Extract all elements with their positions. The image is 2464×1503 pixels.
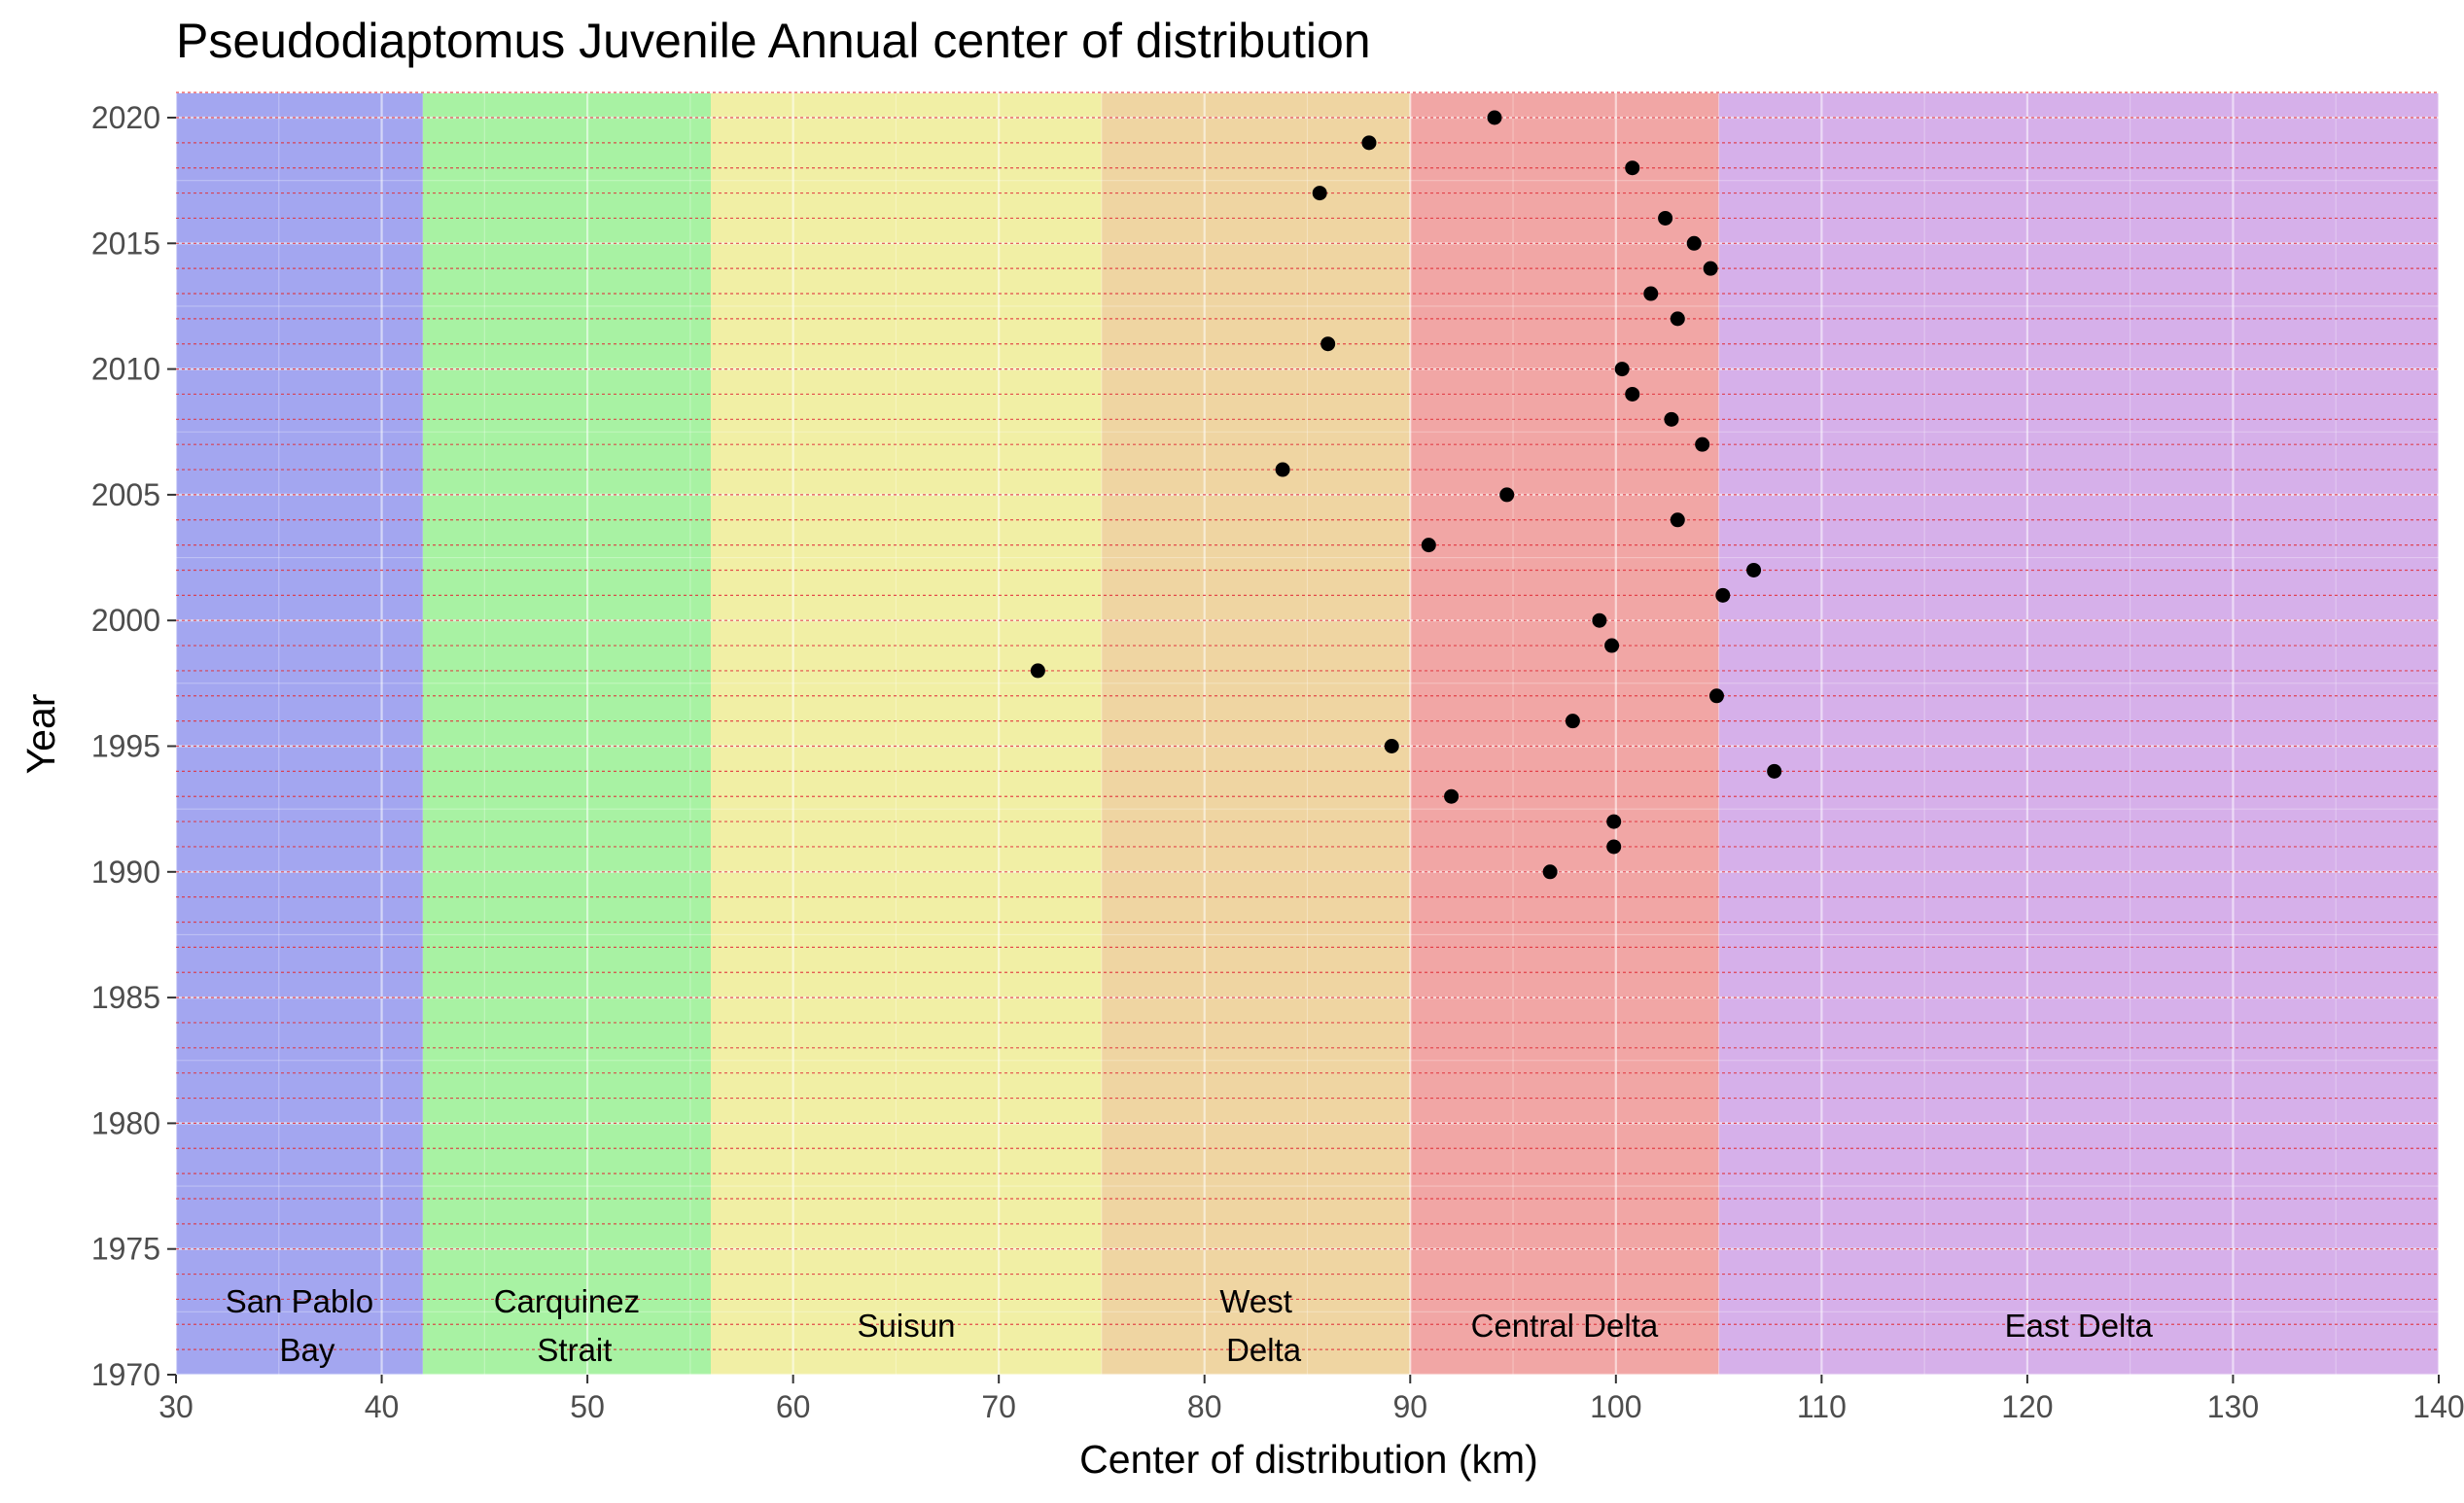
data-point — [1487, 110, 1502, 125]
region-label: Bay — [279, 1332, 334, 1368]
data-point — [1686, 235, 1702, 251]
region-band — [1718, 93, 2439, 1375]
x-tick-label: 90 — [1392, 1389, 1427, 1424]
data-point — [1715, 587, 1731, 603]
region-label: East Delta — [2005, 1308, 2154, 1344]
x-tick-label: 80 — [1187, 1389, 1222, 1424]
data-point — [1275, 462, 1290, 477]
x-axis-ticks: 30 40 50 60 70 80 90 100 110 120 130 140 — [158, 1375, 2464, 1424]
data-point — [1444, 788, 1460, 804]
data-point — [1421, 538, 1436, 553]
data-point — [1606, 814, 1622, 829]
x-tick-label: 110 — [1797, 1389, 1847, 1424]
x-tick-label: 50 — [570, 1389, 605, 1424]
x-tick-label: 140 — [2412, 1389, 2464, 1424]
data-point — [1592, 612, 1607, 628]
y-tick-label: 2020 — [91, 100, 160, 135]
data-point — [1625, 160, 1640, 176]
x-tick-label: 60 — [776, 1389, 811, 1424]
y-tick-label: 1970 — [91, 1357, 160, 1392]
region-label: Delta — [1226, 1332, 1302, 1368]
data-point — [1565, 714, 1580, 729]
data-point — [1670, 311, 1685, 327]
y-axis-title: Year — [18, 694, 63, 775]
data-point — [1664, 411, 1679, 427]
data-point — [1703, 261, 1718, 276]
data-point — [1767, 763, 1782, 779]
y-tick-label: 2005 — [91, 477, 160, 512]
y-tick-label: 1985 — [91, 980, 160, 1015]
data-point — [1643, 286, 1659, 301]
y-tick-label: 1995 — [91, 729, 160, 764]
region-label: West — [1219, 1283, 1292, 1319]
region-band — [711, 93, 1102, 1375]
region-labels: San Pablo Bay Carquinez Strait Suisun West Del… — [226, 1283, 2154, 1368]
region-label: Suisun — [858, 1308, 956, 1344]
data-point — [1604, 638, 1620, 653]
region-band — [1101, 93, 1411, 1375]
data-point — [1606, 839, 1622, 855]
x-tick-label: 120 — [2001, 1389, 2053, 1424]
region-label: San Pablo — [226, 1283, 373, 1319]
y-tick-label: 2015 — [91, 226, 160, 261]
x-axis-title: Center of distribution (km) — [1079, 1437, 1538, 1482]
data-point — [1708, 688, 1724, 704]
data-point — [1695, 437, 1710, 452]
region-label: Strait — [537, 1332, 612, 1368]
region-band — [1410, 93, 1719, 1375]
data-point — [1030, 663, 1045, 679]
data-point — [1614, 362, 1630, 377]
x-tick-label: 70 — [981, 1389, 1016, 1424]
data-point — [1542, 864, 1558, 880]
region-label: Carquinez — [494, 1283, 640, 1319]
data-point — [1320, 336, 1336, 352]
region-label: Central Delta — [1471, 1308, 1659, 1344]
region-band — [176, 93, 423, 1375]
x-tick-label: 30 — [158, 1389, 194, 1424]
data-point — [1658, 210, 1673, 226]
x-tick-label: 130 — [2207, 1389, 2259, 1424]
region-bands — [176, 93, 2439, 1375]
y-tick-label: 2010 — [91, 352, 160, 387]
data-point — [1312, 186, 1327, 201]
y-tick-label: 1975 — [91, 1232, 160, 1267]
x-tick-label: 40 — [365, 1389, 400, 1424]
y-axis-ticks: 1970 1975 1980 1985 1990 1995 2000 2005 2010 2015… — [91, 100, 176, 1392]
data-point — [1384, 739, 1399, 753]
y-tick-label: 1980 — [91, 1105, 160, 1140]
x-tick-label: 100 — [1590, 1389, 1641, 1424]
data-point — [1499, 487, 1515, 503]
region-band — [422, 93, 712, 1375]
data-point — [1625, 386, 1640, 402]
data-point — [1746, 562, 1762, 577]
year-reference-lines — [176, 91, 2439, 1350]
data-point — [1361, 135, 1377, 151]
y-tick-label: 1990 — [91, 855, 160, 890]
data-point — [1670, 512, 1685, 528]
data-points — [1030, 110, 1782, 880]
y-tick-label: 2000 — [91, 603, 160, 638]
chart-title: Pseudodiaptomus Juvenile Annual center o… — [176, 14, 1371, 68]
